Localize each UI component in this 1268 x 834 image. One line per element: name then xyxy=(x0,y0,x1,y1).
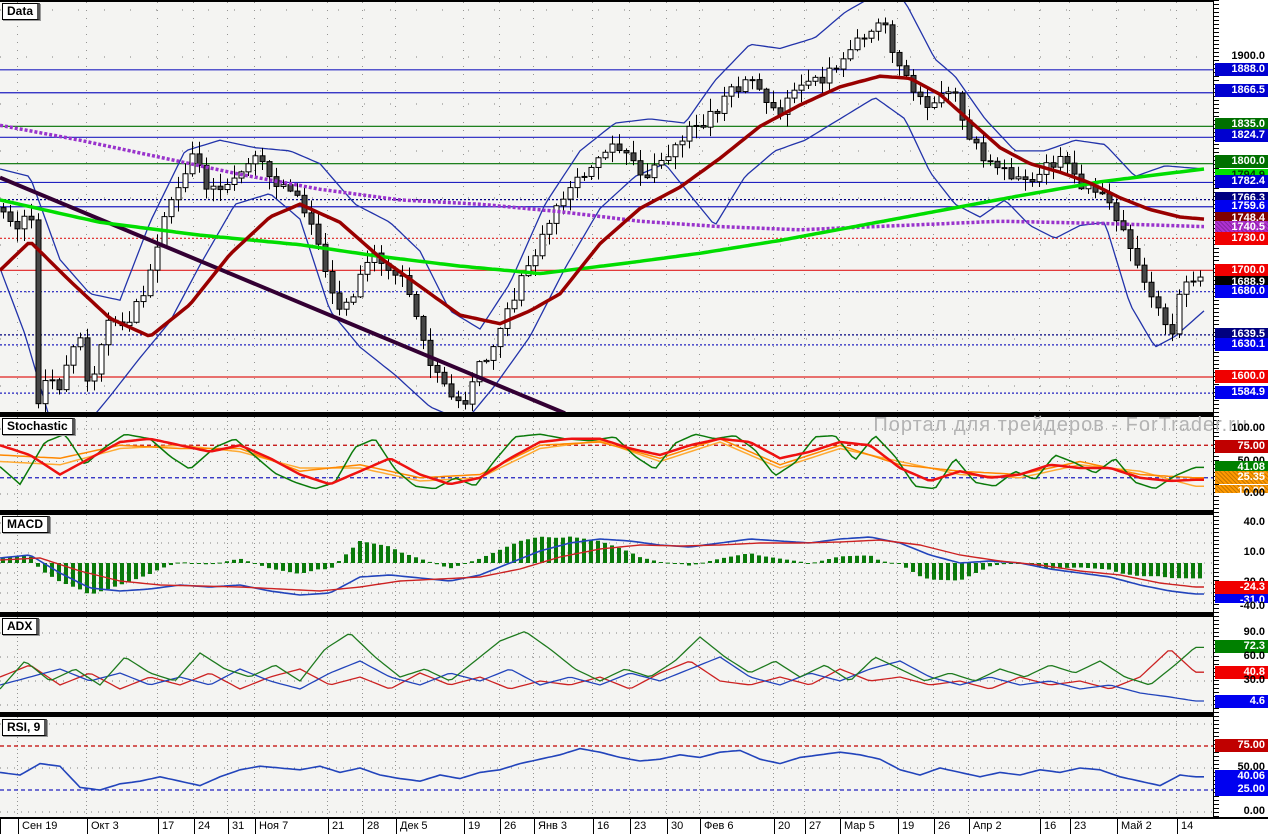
scale-label: 1600.0 xyxy=(1215,370,1268,383)
panel-separator[interactable] xyxy=(0,412,1268,417)
scale-label: -24.3 xyxy=(1215,581,1268,594)
price-scale-badges: 1900.0 1888.0 1866.5 1835.0 1824.7 1794.9 1800… xyxy=(1214,0,1268,817)
scale-label: 1794.9 xyxy=(1215,169,1268,177)
scale-label: 25.00 xyxy=(1215,783,1268,796)
scale-label: -40.0 xyxy=(1239,600,1265,612)
scale-label: 1888.0 xyxy=(1215,63,1268,76)
scale-label: 25.35 xyxy=(1215,471,1268,484)
scale-label: 100.00 xyxy=(1231,422,1265,434)
panel-separator xyxy=(0,817,1268,819)
time-axis-label: 20 xyxy=(774,819,790,834)
scale-label: 1900.0 xyxy=(1231,50,1265,62)
panel-separator xyxy=(0,0,1268,2)
scale-label: 60.0 xyxy=(1243,650,1265,662)
scale-label: 1584.9 xyxy=(1215,386,1268,399)
panel-separator[interactable] xyxy=(0,510,1268,515)
time-axis-label: 19 xyxy=(464,819,480,834)
tab-stochastic[interactable]: Stochastic xyxy=(2,418,75,435)
time-axis-label: 14 xyxy=(1177,819,1193,834)
scale-label: 4.6 xyxy=(1215,695,1268,708)
tab-data[interactable]: Data xyxy=(2,3,41,20)
scale-label: 40.06 xyxy=(1215,770,1268,783)
time-axis-label: 24 xyxy=(194,819,210,834)
scale-ruler-ticks xyxy=(1214,0,1219,817)
time-axis-label: Окт 3 xyxy=(87,819,119,834)
time-axis-label: Дек 5 xyxy=(396,819,428,834)
time-axis-label: Апр 2 xyxy=(969,819,1002,834)
time-axis-label: 16 xyxy=(593,819,609,834)
scale-label: 0.00 xyxy=(1243,805,1265,817)
scale-label: 1740.5 xyxy=(1215,221,1268,234)
time-axis-label: 23 xyxy=(630,819,646,834)
tab-macd[interactable]: MACD xyxy=(2,516,50,533)
time-axis-label: Сен 19 xyxy=(18,819,57,834)
tab-rsi[interactable]: RSI, 9 xyxy=(2,719,48,736)
time-axis-label: Янв 3 xyxy=(534,819,567,834)
scale-label: 30.0 xyxy=(1243,674,1265,686)
panel-separator[interactable] xyxy=(0,612,1268,617)
watermark: Портал для трейдеров - ForTrader.ru xyxy=(873,414,1248,436)
scale-label: 1835.0 xyxy=(1215,118,1268,131)
time-axis-label: 17 xyxy=(158,819,174,834)
panel-separator[interactable] xyxy=(0,712,1268,717)
time-axis-label: 27 xyxy=(805,819,821,834)
scale-label: 1782.4 xyxy=(1215,175,1268,188)
time-axis-label: Май 2 xyxy=(1117,819,1152,834)
scale-label: 1630.1 xyxy=(1215,338,1268,351)
time-axis-label: Мар 5 xyxy=(840,819,875,834)
scale-label: 1824.7 xyxy=(1215,129,1268,142)
time-axis-label: 30 xyxy=(667,819,683,834)
scale-label: 1730.0 xyxy=(1215,232,1268,245)
time-axis-label: 21 xyxy=(328,819,344,834)
time-axis-label: 16 xyxy=(1040,819,1056,834)
scale-label: 10.00 xyxy=(1215,485,1268,493)
scale-label: 1700.0 xyxy=(1215,264,1268,277)
time-axis-label: 26 xyxy=(934,819,950,834)
time-axis-label: 23 xyxy=(1070,819,1086,834)
tab-adx[interactable]: ADX xyxy=(2,618,40,635)
time-axis[interactable]: Сен 19 Окт 3 17 24 31 Ноя 7 21 28 Дек 5 19 26 Янв 3… xyxy=(0,819,1268,834)
scale-label: 1639.5 xyxy=(1215,328,1268,341)
scale-label: 0.00 xyxy=(1243,487,1265,499)
scale-label: 1680.0 xyxy=(1215,285,1268,298)
time-axis-label: 26 xyxy=(500,819,516,834)
time-axis-label: Ноя 7 xyxy=(255,819,288,834)
scale-label: 72.3 xyxy=(1215,640,1268,653)
time-axis-label: 28 xyxy=(363,819,379,834)
scale-label: 40.0 xyxy=(1243,516,1265,528)
scale-label: 1866.5 xyxy=(1215,84,1268,97)
scale-label: 75.00 xyxy=(1215,440,1268,453)
time-axis-label: 19 xyxy=(898,819,914,834)
scale-label: 90.0 xyxy=(1243,626,1265,638)
scale-label: 41.08 xyxy=(1215,461,1268,474)
scale-label: 40.8 xyxy=(1215,666,1268,679)
scale-label: -31.0 xyxy=(1215,594,1268,603)
time-axis-label: Фев 6 xyxy=(700,819,734,834)
scale-label: 1800.0 xyxy=(1215,155,1268,168)
chart-plot-area[interactable] xyxy=(0,0,1213,834)
scale-label: 75.00 xyxy=(1215,739,1268,752)
scale-label: 1759.6 xyxy=(1215,200,1268,213)
scale-label: 10.0 xyxy=(1243,546,1265,558)
time-axis-label: 31 xyxy=(228,819,244,834)
